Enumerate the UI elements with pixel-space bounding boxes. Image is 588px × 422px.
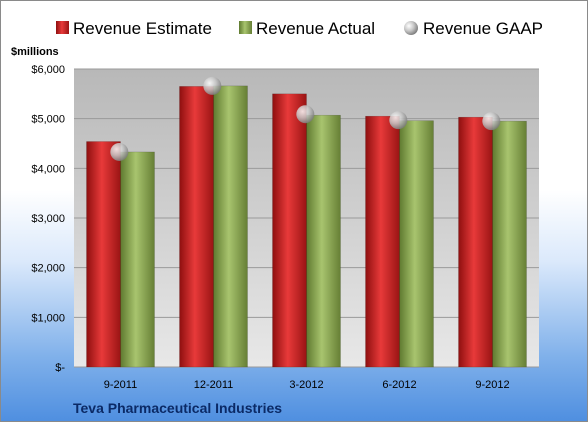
bar-actual-9-2011 [120,151,155,368]
y-tick-label: $1,000 [31,312,65,324]
gaap-marker-3-2012 [296,105,315,124]
bar-estimate-12-2011 [179,86,214,368]
legend-swatch-gaap [404,21,418,35]
y-axis-ticks: $- $1,000 $2,000 $3,000 $4,000 $5,000 $6,000 [31,64,65,374]
y-tick-label: $2,000 [31,263,65,275]
x-tick-label: 6-2012 [382,379,416,391]
legend-swatch-actual [239,21,252,34]
bar-actual-12-2011 [213,85,248,368]
y-tick-label: $3,000 [31,213,65,225]
gaap-marker-6-2012 [389,111,408,130]
company-name: Teva Pharmaceutical Industries [73,400,282,416]
bar-actual-6-2012 [399,120,434,368]
bar-estimate-6-2012 [365,115,400,368]
y-tick-label: $5,000 [31,114,65,126]
legend-label-estimate: Revenue Estimate [73,19,212,38]
gaap-marker-9-2012 [482,112,501,131]
bar-estimate-9-2012 [458,116,493,368]
y-axis-unit-label: $millions [11,46,59,58]
legend-label-gaap: Revenue GAAP [423,19,543,38]
x-tick-label: 9-2012 [475,379,509,391]
legend-label-actual: Revenue Actual [256,19,375,38]
y-tick-label: $6,000 [31,64,65,76]
bar-actual-9-2012 [492,120,527,368]
x-tick-label: 3-2012 [289,379,323,391]
legend-swatch-estimate [56,21,69,34]
gaap-markers [110,76,501,161]
x-axis-ticks: 9-2011 12-2011 3-2012 6-2012 9-2012 [104,379,510,391]
x-tick-label: 9-2011 [104,379,137,391]
bar-actual-3-2012 [306,114,341,368]
gaap-marker-12-2011 [203,76,222,95]
bar-estimate-9-2011 [86,141,121,368]
bars [86,85,527,368]
gaap-marker-9-2011 [110,142,129,161]
y-tick-label: $- [55,362,65,374]
y-tick-label: $4,000 [31,163,65,175]
bar-estimate-3-2012 [272,93,307,368]
legend: Revenue Estimate Revenue Actual Revenue … [56,19,543,38]
x-tick-label: 12-2011 [194,379,234,391]
